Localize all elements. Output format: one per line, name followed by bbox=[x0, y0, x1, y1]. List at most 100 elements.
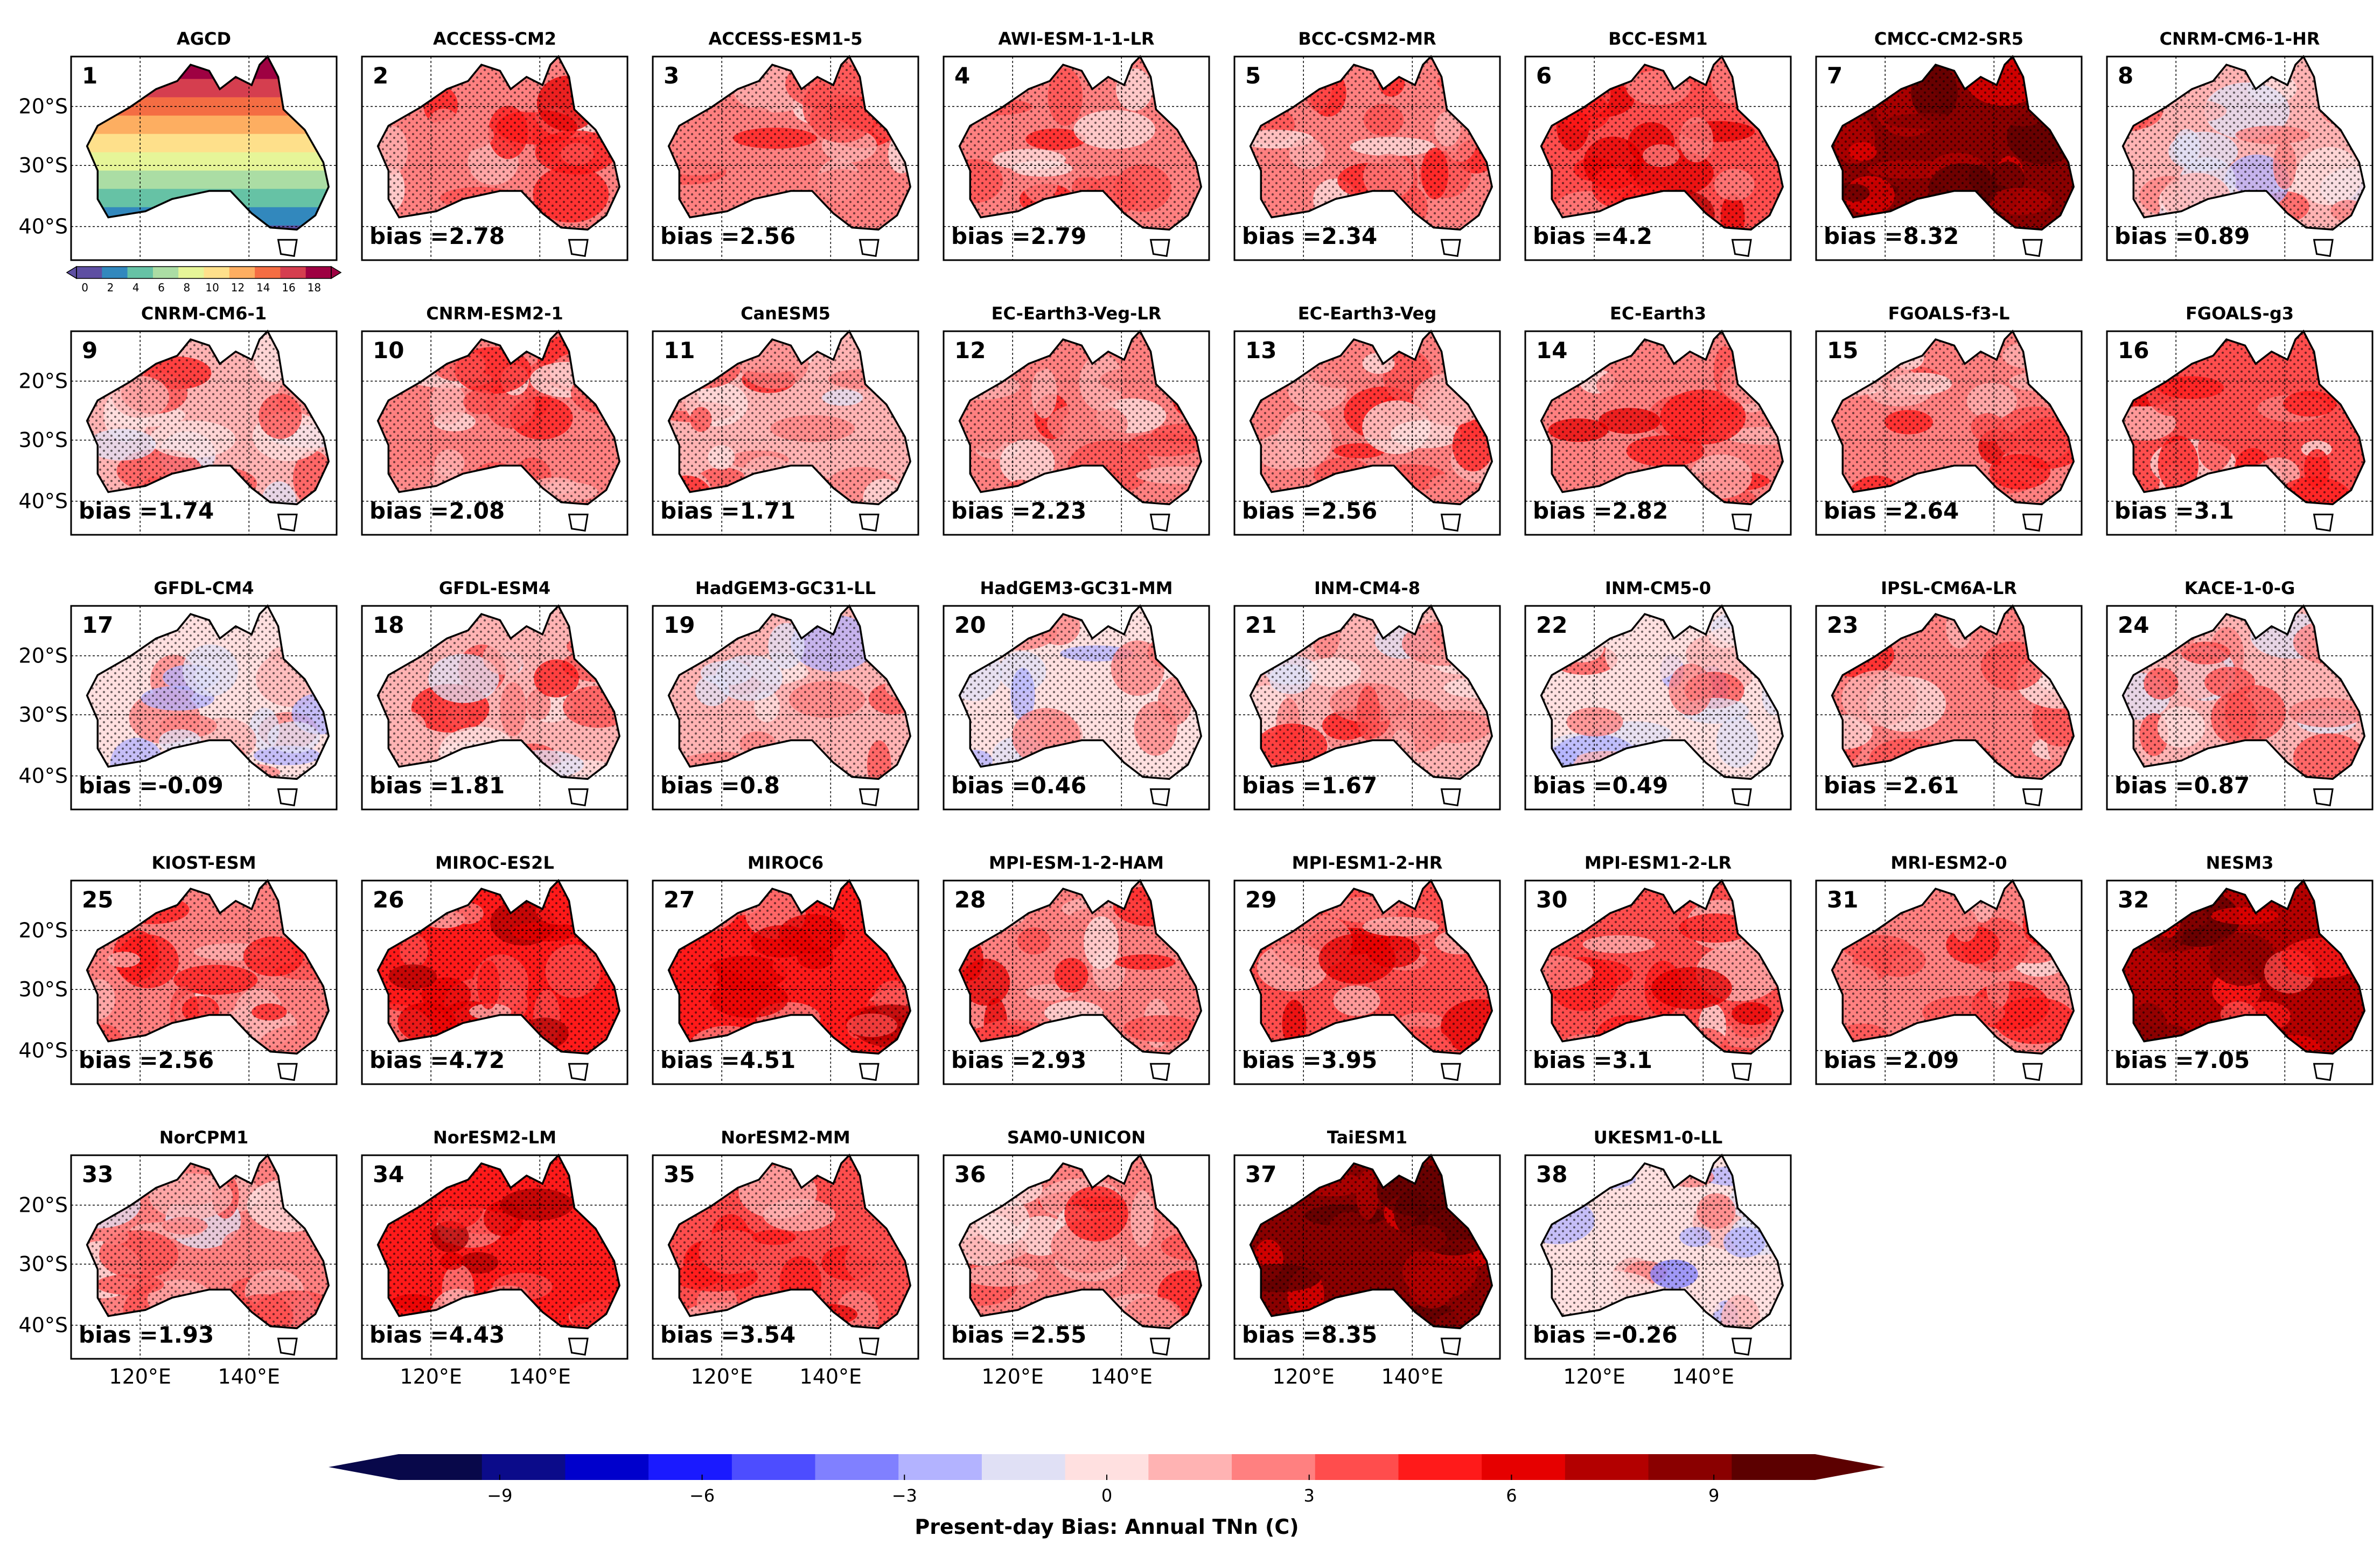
coastline bbox=[1831, 55, 2075, 231]
lat-tick-label: 20°S bbox=[19, 644, 68, 668]
obs-colorbar-tick: 16 bbox=[282, 281, 295, 294]
lon-tick-label: 140°E bbox=[1381, 1365, 1444, 1388]
map-panel: FGOALS-f3-L 15 bias =2.64 bbox=[1815, 303, 2083, 536]
tasmania-outline bbox=[2022, 788, 2043, 807]
bias-label: bias =2.82 bbox=[1533, 498, 1668, 524]
bias-label: bias =0.89 bbox=[2114, 223, 2250, 249]
panel-title: MPI-ESM1-2-HR bbox=[1292, 853, 1443, 873]
tasmania-outline bbox=[2022, 239, 2043, 257]
lat-tick-label: 20°S bbox=[19, 369, 68, 393]
panel-number: 26 bbox=[373, 886, 404, 913]
coastline bbox=[1540, 604, 1784, 780]
coastline bbox=[958, 604, 1203, 780]
tasmania-outline bbox=[1440, 1337, 1461, 1356]
bias-label: bias =0.8 bbox=[660, 772, 780, 799]
lat-tick-label: 30°S bbox=[19, 703, 68, 727]
bias-label: bias =1.93 bbox=[79, 1322, 214, 1348]
tasmania-outline bbox=[277, 1063, 298, 1081]
colorbar-tick-label: −6 bbox=[689, 1485, 715, 1506]
panel-number: 23 bbox=[1827, 612, 1858, 638]
coastline bbox=[958, 1154, 1203, 1330]
panel-title: ACCESS-CM2 bbox=[433, 29, 556, 49]
lat-tick-label: 20°S bbox=[19, 95, 68, 118]
panel-title: KACE-1-0-G bbox=[2184, 578, 2295, 598]
lat-tick-label: 20°S bbox=[19, 1193, 68, 1217]
panel-title: CanESM5 bbox=[741, 303, 830, 324]
obs-colorbar: 0 2 4 6 8 10 12 14 16 18 bbox=[66, 266, 342, 294]
panel-number: 1 bbox=[82, 62, 97, 89]
panel-number: 29 bbox=[1245, 886, 1276, 913]
lat-tick-label: 40°S bbox=[19, 215, 68, 239]
obs-colorbar-segment bbox=[255, 267, 281, 278]
map-panel: IPSL-CM6A-LR 23 bias =2.61 bbox=[1815, 578, 2083, 811]
panel-title: FGOALS-g3 bbox=[2186, 303, 2294, 324]
tasmania-outline bbox=[2022, 513, 2043, 532]
panel-title: NorESM2-MM bbox=[721, 1127, 850, 1148]
obs-colorbar-segment bbox=[229, 267, 255, 278]
colorbar-segment bbox=[565, 1454, 649, 1480]
tasmania-outline bbox=[859, 1063, 880, 1081]
tasmania-outline bbox=[568, 513, 589, 532]
obs-colorbar-segment bbox=[280, 267, 306, 278]
coastline bbox=[86, 604, 330, 780]
panel-title: TaiESM1 bbox=[1327, 1127, 1407, 1148]
bias-colorbar: −9 −6 −3 0 3 6 9 Present-day Bias: Annual TNn (… bbox=[329, 1454, 1885, 1539]
panel-title: AWI-ESM-1-1-LR bbox=[999, 29, 1155, 49]
panel-number: 27 bbox=[664, 886, 695, 913]
colorbar-segment bbox=[1482, 1454, 1566, 1480]
panel-number: 10 bbox=[373, 337, 404, 364]
coastline bbox=[667, 604, 912, 780]
bias-label: bias =0.49 bbox=[1533, 772, 1668, 799]
panel-number: 15 bbox=[1827, 337, 1858, 364]
bias-label: bias =2.56 bbox=[660, 223, 795, 249]
lon-tick-label: 120°E bbox=[109, 1365, 171, 1388]
bias-label: bias =3.54 bbox=[660, 1322, 795, 1348]
panel-number: 3 bbox=[664, 62, 679, 89]
coastline bbox=[1249, 604, 1493, 780]
panel-title: EC-Earth3-Veg-LR bbox=[992, 303, 1162, 324]
panel-number: 14 bbox=[1536, 337, 1567, 364]
map-panel: AWI-ESM-1-1-LR 4 bias =2.79 bbox=[943, 29, 1210, 261]
map-panel: TaiESM1 37 bias =8.35 120°E 140°E bbox=[1233, 1127, 1501, 1388]
panel-number: 17 bbox=[82, 612, 113, 638]
tasmania-outline bbox=[277, 1337, 298, 1356]
tasmania-outline bbox=[1440, 1063, 1461, 1081]
bias-label: bias =2.78 bbox=[369, 223, 505, 249]
obs-colorbar-segment bbox=[152, 267, 179, 278]
coastline bbox=[1831, 604, 2075, 780]
panel-title: IPSL-CM6A-LR bbox=[1881, 578, 2017, 598]
panel-number: 6 bbox=[1536, 62, 1552, 89]
coastline bbox=[1540, 55, 1784, 231]
panel-title: MPI-ESM-1-2-HAM bbox=[989, 853, 1164, 873]
lon-tick-label: 120°E bbox=[981, 1365, 1044, 1388]
lon-tick-label: 120°E bbox=[400, 1365, 462, 1388]
tasmania-outline bbox=[2313, 239, 2334, 257]
bias-label: bias =0.87 bbox=[2114, 772, 2250, 799]
panel-number: 22 bbox=[1536, 612, 1567, 638]
lat-tick-label: 30°S bbox=[19, 1252, 68, 1276]
panel-title: MIROC6 bbox=[748, 853, 823, 873]
coastline bbox=[2121, 330, 2366, 506]
panel-number: 20 bbox=[954, 612, 986, 638]
colorbar-segment bbox=[399, 1454, 483, 1480]
bias-label: bias =3.95 bbox=[1242, 1047, 1377, 1073]
colorbar-segment bbox=[1565, 1454, 1649, 1480]
coastline bbox=[1540, 1154, 1784, 1330]
tasmania-outline bbox=[1149, 1337, 1170, 1356]
bias-label: bias =1.81 bbox=[369, 772, 505, 799]
lat-tick-label: 30°S bbox=[19, 153, 68, 177]
tasmania-outline bbox=[2313, 788, 2334, 807]
panel-title: NESM3 bbox=[2206, 853, 2274, 873]
colorbar-label: Present-day Bias: Annual TNn (C) bbox=[915, 1515, 1299, 1539]
obs-colorbar-tick: 4 bbox=[132, 281, 139, 294]
bias-label: bias =2.55 bbox=[951, 1322, 1086, 1348]
map-panel: AGCD 1 20°S 30°S 40°S 0 2 4 6 8 10 12 14 16 18 bbox=[19, 29, 342, 294]
coastline bbox=[1249, 55, 1493, 231]
colorbar-segment bbox=[1232, 1454, 1316, 1480]
obs-colorbar-segment bbox=[102, 267, 128, 278]
panel-title: FGOALS-f3-L bbox=[1888, 303, 2010, 324]
colorbar-segment bbox=[981, 1454, 1066, 1480]
lon-tick-label: 120°E bbox=[690, 1365, 753, 1388]
